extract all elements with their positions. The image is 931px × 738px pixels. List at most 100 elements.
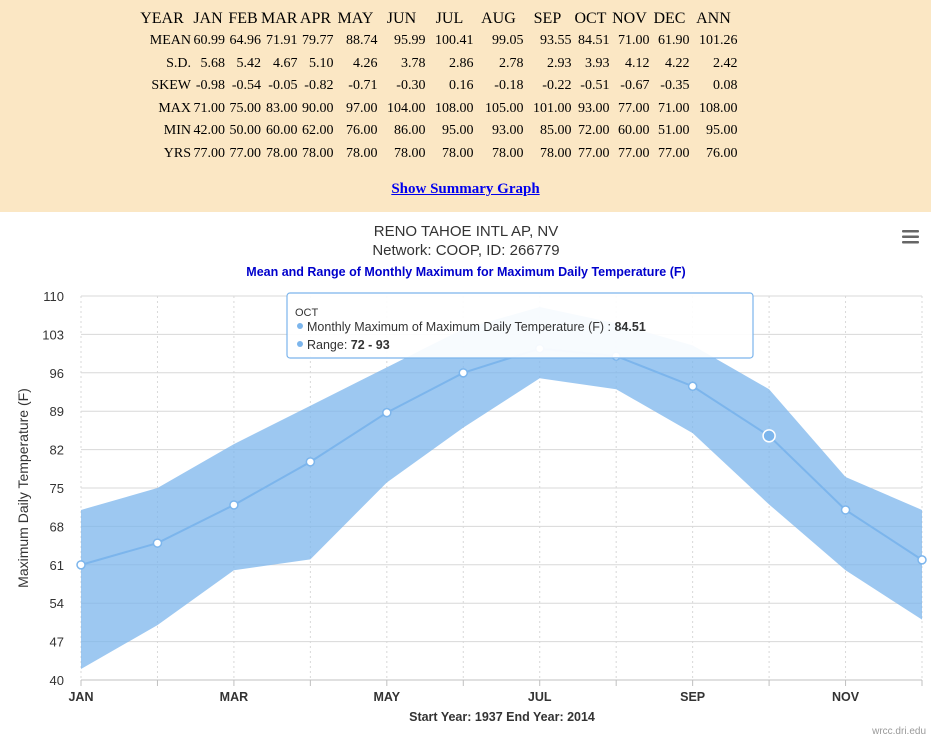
- stats-cell: -0.18: [494, 78, 524, 94]
- credit-text[interactable]: wrcc.dri.edu: [871, 726, 926, 737]
- tooltip-range-marker: [297, 341, 303, 347]
- stats-row: SKEW -0.98 -0.54 -0.05 -0.82 -0.71 -0.30 0.16 -0…: [133, 75, 737, 98]
- data-point[interactable]: [76, 560, 86, 570]
- stats-cell: 95.00: [441, 123, 474, 139]
- stats-cell: 2.93: [546, 55, 572, 71]
- stats-row-label: YRS: [163, 145, 191, 161]
- stats-row-label: MIN: [163, 123, 191, 139]
- x-tick-label: JUL: [528, 690, 552, 704]
- stats-cell: 97.00: [345, 100, 378, 116]
- stats-header-cell: JUN: [386, 10, 417, 27]
- stats-cell: 85.00: [539, 123, 572, 139]
- y-axis-title: Maximum Daily Temperature (F): [15, 388, 31, 588]
- hamburger-icon[interactable]: [898, 226, 922, 248]
- chart-axes: [80, 679, 923, 686]
- stats-cell: 86.00: [393, 123, 426, 139]
- data-point[interactable]: [687, 381, 698, 391]
- stats-cell: 75.00: [229, 100, 262, 116]
- stats-cell: 93.00: [577, 100, 610, 116]
- stats-cell: 77.00: [617, 100, 650, 116]
- show-summary-graph-link[interactable]: Show Summary Graph: [391, 181, 540, 197]
- stats-cell: 60.00: [265, 123, 298, 139]
- stats-cell: -0.35: [660, 78, 690, 94]
- data-point[interactable]: [762, 429, 776, 443]
- stats-cell: 2.78: [498, 55, 524, 71]
- stats-cell: 93.55: [539, 33, 572, 49]
- tooltip-line-value: 84.51: [614, 320, 645, 334]
- stats-header-cell: MAR: [261, 10, 298, 27]
- stats-cell: -0.05: [268, 78, 298, 94]
- temperature-chart: RENO TAHOE INTL AP, NV Network: COOP, ID…: [15, 223, 927, 737]
- data-point[interactable]: [382, 407, 392, 418]
- stats-header-cell: FEB: [228, 10, 258, 27]
- stats-cell: -0.30: [396, 78, 426, 94]
- stats-cell: 105.00: [484, 100, 524, 116]
- y-tick-label: 89: [50, 404, 64, 419]
- tooltip-line-row: Monthly Maximum of Maximum Daily Tempera…: [307, 320, 646, 334]
- stats-cell: 64.96: [229, 33, 262, 49]
- stats-header-cell: YEAR: [140, 10, 184, 27]
- stats-cell: 4.12: [624, 55, 650, 71]
- stats-cell: 93.00: [491, 123, 524, 139]
- stats-cell: 77.00: [617, 145, 650, 161]
- stats-cell: 51.00: [657, 123, 690, 139]
- stats-cell: 78.00: [301, 145, 334, 161]
- stats-header-cell: AUG: [481, 10, 516, 27]
- y-tick-label: 75: [50, 481, 64, 496]
- stats-header-cell: MAY: [337, 10, 374, 27]
- stats-cell: 78.00: [393, 145, 426, 161]
- stats-row: MAX 71.00 75.00 83.00 90.00 97.00 104.00 108.00…: [133, 98, 737, 121]
- data-point[interactable]: [152, 538, 163, 548]
- stats-cell: 71.91: [265, 33, 298, 49]
- y-tick-label: 68: [50, 519, 64, 534]
- y-tick-label: 47: [50, 635, 64, 650]
- stats-cell: 99.05: [491, 33, 524, 49]
- x-tick-label: MAR: [220, 690, 248, 704]
- stats-cell: 78.00: [491, 145, 524, 161]
- x-tick-label: NOV: [832, 690, 860, 704]
- stats-cell: 62.00: [301, 123, 334, 139]
- stats-cell: 88.74: [345, 33, 378, 49]
- stats-header-cell: ANN: [696, 10, 731, 27]
- data-point[interactable]: [305, 457, 316, 467]
- stats-cell: 78.00: [441, 145, 474, 161]
- stats-row-label: MAX: [158, 100, 191, 116]
- stats-header-cell: DEC: [653, 10, 686, 27]
- tooltip-line-label: Monthly Maximum of Maximum Daily Tempera…: [307, 320, 604, 334]
- data-point[interactable]: [458, 368, 469, 378]
- stats-cell: 0.16: [448, 78, 474, 94]
- y-tick-label: 110: [43, 289, 64, 304]
- stats-cell: 71.00: [193, 100, 226, 116]
- stats-cell: -0.98: [195, 78, 225, 94]
- stats-cell: 50.00: [229, 123, 262, 139]
- stats-cell: 5.42: [236, 55, 262, 71]
- stats-cell: 108.00: [434, 100, 474, 116]
- stats-cell: 4.67: [272, 55, 298, 71]
- x-axis-title: Start Year: 1937 End Year: 2014: [409, 710, 595, 724]
- stats-cell: 72.00: [577, 123, 610, 139]
- tooltip-range-row: Range: 72 - 93: [307, 338, 390, 352]
- stats-cell: 2.86: [448, 55, 474, 71]
- stats-cell: 5.10: [308, 55, 334, 71]
- stats-cell: -0.22: [542, 78, 572, 94]
- stats-header-cell: SEP: [533, 10, 562, 27]
- stats-row-label: S.D.: [166, 55, 191, 71]
- stats-cell: 2.42: [712, 55, 738, 71]
- tooltip-range-label: Range: [307, 338, 344, 352]
- stats-header-cell: APR: [299, 10, 332, 27]
- y-tick-label: 96: [50, 366, 64, 381]
- mean-line: [80, 347, 923, 566]
- stats-cell: 60.00: [617, 123, 650, 139]
- stats-cell: 90.00: [301, 100, 334, 116]
- y-tick-label: 54: [50, 596, 64, 611]
- stats-cell: 4.26: [352, 55, 378, 71]
- data-point[interactable]: [229, 500, 239, 510]
- stats-row: MEAN 60.99 64.96 71.91 79.77 88.74 95.99 100.41…: [133, 30, 738, 53]
- stats-cell: 77.00: [193, 145, 226, 161]
- stats-cell: 3.93: [584, 55, 610, 71]
- stats-row-label: MEAN: [149, 33, 191, 49]
- stats-row-label: SKEW: [151, 78, 191, 94]
- stats-cell: 95.00: [705, 123, 738, 139]
- data-point[interactable]: [917, 555, 927, 565]
- data-point[interactable]: [840, 505, 851, 515]
